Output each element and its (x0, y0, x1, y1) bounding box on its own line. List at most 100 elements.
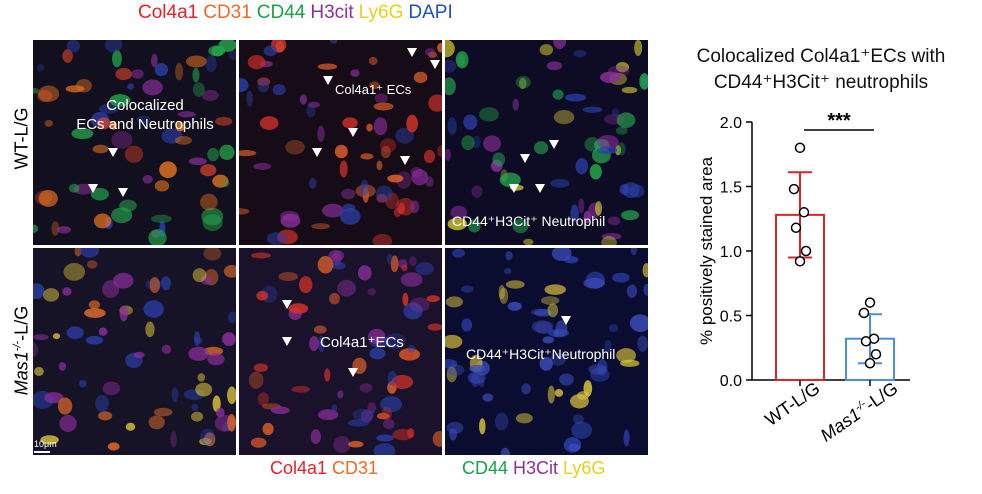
cell-blob (188, 157, 207, 166)
cell-blob (551, 248, 572, 262)
cell-blob (424, 48, 435, 57)
cell-blob (257, 392, 270, 406)
cell-blob (33, 342, 39, 358)
cell-blob (215, 116, 233, 126)
cell-blob (250, 437, 267, 448)
cell-blob (607, 216, 621, 226)
cell-blob (626, 284, 638, 298)
legend-dapi: DAPI (408, 2, 453, 23)
cell-blob (161, 128, 183, 144)
cell-blob (317, 63, 338, 70)
cell-blob (445, 77, 456, 96)
cell-blob (599, 71, 621, 84)
cell-blob (86, 260, 98, 269)
cell-blob (111, 130, 133, 149)
cell-blob (554, 388, 564, 397)
cell-blob (639, 73, 648, 90)
cell-blob (280, 213, 301, 228)
cell-blob (533, 141, 549, 155)
arrowhead-icon (535, 184, 545, 193)
cell-blob (205, 55, 217, 73)
cell-blob (331, 404, 338, 413)
cell-blob (153, 407, 173, 417)
cell-blob (531, 320, 554, 334)
cell-blob (463, 114, 478, 130)
cell-blob (259, 116, 279, 130)
cell-blob (324, 368, 331, 382)
caption-wt-neut: CD44⁺H3Cit⁺ Neutrophil (452, 213, 606, 229)
cell-blob (547, 385, 555, 404)
cell-blob (203, 248, 222, 261)
cell-blob (373, 117, 388, 136)
y-tick-label: 0.0 (720, 373, 742, 390)
cell-blob (124, 145, 144, 163)
cell-blob (447, 217, 468, 231)
cell-blob (170, 431, 177, 448)
cell-blob (352, 408, 375, 421)
cell-blob (65, 85, 85, 93)
y-tick-label: 0.5 (720, 309, 742, 326)
cell-blob (540, 296, 560, 305)
cell-blob (410, 200, 420, 214)
arrowhead-icon (509, 184, 519, 193)
data-point (794, 142, 806, 154)
cell-blob (571, 421, 593, 439)
cell-blob (192, 67, 200, 83)
cell-blob (630, 248, 638, 256)
cell-blob (272, 84, 286, 96)
cell-blob (192, 268, 207, 283)
caption-ko-neut: CD44⁺H3Cit⁺Neutrophil (466, 346, 616, 362)
cell-blob (251, 252, 271, 259)
cell-blob (311, 223, 331, 230)
panel-ko-neut (445, 248, 648, 455)
cell-blob (409, 297, 430, 312)
cell-blob (559, 373, 574, 386)
cell-blob (425, 176, 434, 188)
cell-blob (160, 276, 171, 291)
scale-bar-label: 10μm (34, 439, 57, 449)
cell-blob (614, 145, 622, 156)
cell-blob (333, 436, 351, 454)
arrowhead-icon (108, 148, 118, 157)
stain-legend-bottom-left: Col4a1 CD31 (270, 458, 383, 479)
cell-blob (195, 382, 213, 397)
cell-blob (387, 174, 404, 183)
cell-blob (102, 381, 121, 396)
cell-blob (380, 396, 403, 413)
y-axis-label: % positively stained area (697, 156, 716, 345)
cell-blob (200, 193, 218, 211)
arrowhead-icon (549, 140, 559, 149)
legend-cd31: CD31 (203, 2, 252, 23)
cell-blob (307, 101, 321, 108)
cell-blob (107, 442, 120, 451)
cell-blob (604, 339, 612, 353)
cell-blob (257, 78, 270, 93)
data-point (858, 307, 870, 319)
cell-blob (395, 127, 415, 144)
cell-blob (411, 169, 429, 186)
cell-blob (148, 229, 167, 245)
cell-blob (392, 429, 414, 441)
cell-blob (369, 81, 380, 90)
cell-blob (275, 40, 285, 53)
cell-blob (553, 40, 567, 50)
cell-blob (98, 411, 113, 421)
panel-ko-ec (239, 248, 442, 455)
cell-blob (51, 221, 60, 236)
cell-blob (95, 394, 110, 412)
significance-label: *** (827, 110, 851, 132)
scale-bar-line (34, 451, 50, 453)
cell-blob (131, 69, 144, 79)
cell-blob (127, 83, 135, 90)
cell-blob (568, 443, 580, 452)
cell-blob (215, 407, 225, 418)
cell-blob (553, 109, 575, 125)
cell-blob (174, 135, 192, 145)
cell-blob (38, 189, 58, 207)
cell-blob (547, 303, 559, 318)
cell-blob (199, 437, 212, 446)
cell-blob (507, 301, 522, 311)
cell-blob (339, 160, 348, 178)
cell-blob (318, 335, 325, 353)
cell-blob (263, 45, 278, 57)
